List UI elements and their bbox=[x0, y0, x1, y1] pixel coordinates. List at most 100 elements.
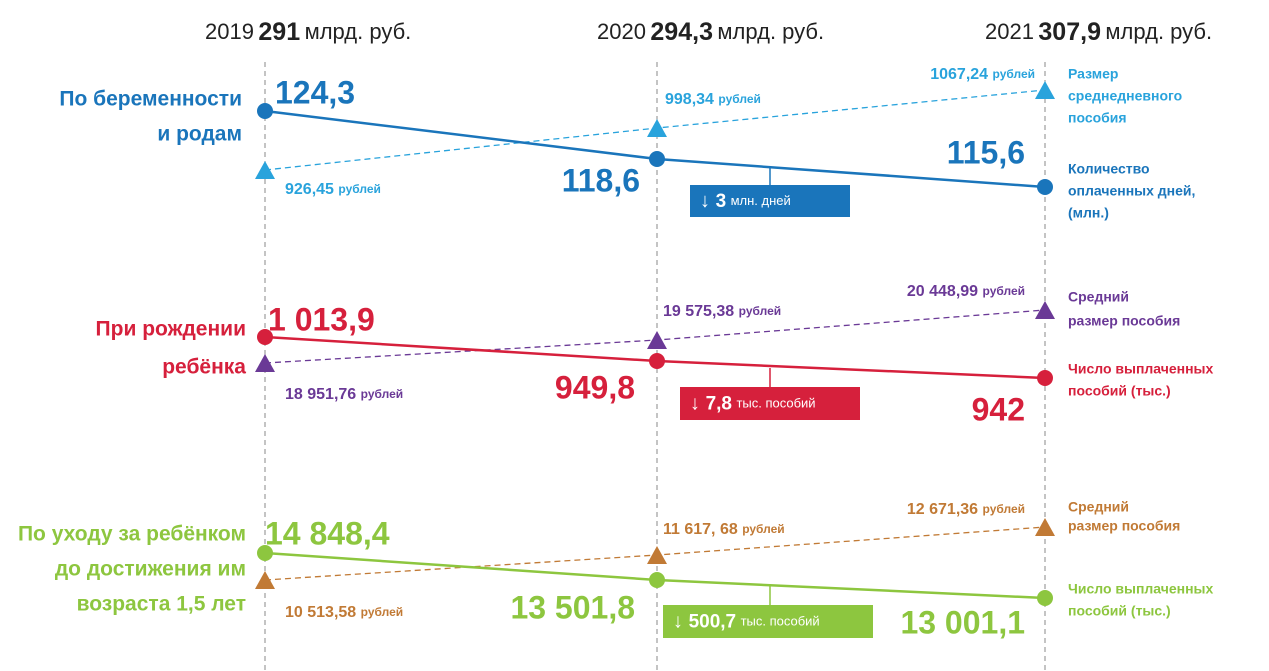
avg-label: 19 575,38 рублей bbox=[663, 303, 781, 320]
year-total: 2019 291 млрд. руб. bbox=[205, 18, 411, 46]
count-legend: Число выплаченных bbox=[1068, 361, 1214, 377]
count-line bbox=[264, 109, 1046, 189]
change-arrow: ↓ bbox=[673, 611, 689, 633]
avg-label-part: рублей bbox=[983, 284, 1025, 298]
year-total-part: 307,9 bbox=[1038, 18, 1101, 46]
avg-marker bbox=[647, 546, 667, 564]
section-title: По беременности bbox=[59, 88, 242, 111]
count-label: 1 013,9 bbox=[268, 301, 375, 337]
change-value: 3 bbox=[716, 191, 727, 212]
count-label: 115,6 bbox=[947, 134, 1025, 170]
change-unit: тыс. пособий bbox=[741, 614, 820, 629]
count-marker bbox=[1037, 179, 1053, 195]
avg-label-part: рублей bbox=[742, 522, 784, 536]
avg-legend: размер пособия bbox=[1068, 518, 1180, 534]
avg-label-part: рублей bbox=[718, 92, 760, 106]
avg-label-part: 998,34 bbox=[665, 91, 714, 108]
change-value: 7,8 bbox=[706, 394, 732, 415]
avg-label: 998,34 рублей bbox=[665, 91, 761, 108]
avg-legend: размер пособия bbox=[1068, 313, 1180, 329]
avg-label: 926,45 рублей bbox=[285, 181, 381, 198]
avg-label-part: рублей bbox=[361, 387, 403, 401]
avg-legend: Средний bbox=[1068, 499, 1129, 515]
change-unit: тыс. пособий bbox=[736, 396, 815, 411]
year-total-part: млрд. руб. bbox=[1105, 19, 1212, 44]
change-unit: млн. дней bbox=[731, 193, 791, 208]
avg-legend: Средний bbox=[1068, 289, 1129, 305]
count-label: 118,6 bbox=[562, 162, 640, 198]
avg-label-part: рублей bbox=[993, 67, 1035, 81]
avg-marker bbox=[255, 161, 275, 179]
avg-label: 10 513,58 рублей bbox=[285, 604, 403, 621]
avg-label-part: 20 448,99 bbox=[907, 283, 978, 300]
avg-legend: Размер bbox=[1068, 66, 1118, 82]
year-total-part: 2021 bbox=[985, 19, 1034, 44]
count-label: 14 848,4 bbox=[265, 515, 390, 551]
count-legend: Количество bbox=[1068, 161, 1150, 177]
count-label: 13 001,1 bbox=[900, 604, 1025, 640]
count-label: 13 501,8 bbox=[510, 589, 635, 625]
section-title: По уходу за ребёнком bbox=[18, 523, 246, 546]
change-label: ↓ 500,7 тыс. пособий bbox=[673, 611, 820, 633]
avg-label: 1067,24 рублей bbox=[930, 66, 1035, 83]
count-marker bbox=[1037, 590, 1053, 606]
avg-label-part: 12 671,36 bbox=[907, 501, 978, 518]
avg-label-part: рублей bbox=[338, 182, 380, 196]
avg-marker bbox=[1035, 81, 1055, 99]
section-title: При рождении bbox=[96, 318, 246, 341]
avg-marker bbox=[647, 331, 667, 349]
count-label: 124,3 bbox=[275, 74, 355, 110]
count-marker bbox=[649, 151, 665, 167]
count-marker bbox=[257, 329, 273, 345]
year-total-part: 291 bbox=[258, 18, 300, 46]
year-total-part: 2019 bbox=[205, 19, 254, 44]
avg-label-part: рублей bbox=[983, 502, 1025, 516]
count-label: 942 bbox=[972, 391, 1025, 427]
count-legend: Число выплаченных bbox=[1068, 581, 1214, 597]
year-total-part: 2020 bbox=[597, 19, 646, 44]
avg-legend: пособия bbox=[1068, 110, 1127, 126]
count-marker bbox=[649, 572, 665, 588]
count-legend: пособий (тыс.) bbox=[1068, 603, 1171, 619]
change-box bbox=[690, 185, 850, 217]
avg-label: 20 448,99 рублей bbox=[907, 283, 1025, 300]
section-title: ребёнка bbox=[162, 356, 246, 379]
change-arrow: ↓ bbox=[700, 190, 716, 212]
change-arrow: ↓ bbox=[690, 393, 706, 415]
count-marker bbox=[257, 545, 273, 561]
avg-label-part: 926,45 bbox=[285, 181, 334, 198]
avg-marker bbox=[1035, 518, 1055, 536]
avg-label-part: 19 575,38 bbox=[663, 303, 734, 320]
avg-label-part: 10 513,58 bbox=[285, 604, 356, 621]
count-marker bbox=[257, 103, 273, 119]
change-label: ↓ 3 млн. дней bbox=[700, 190, 791, 212]
year-total-part: млрд. руб. bbox=[717, 19, 824, 44]
count-marker bbox=[649, 353, 665, 369]
avg-marker bbox=[1035, 301, 1055, 319]
section-title: и родам bbox=[157, 123, 242, 146]
avg-label: 12 671,36 рублей bbox=[907, 501, 1025, 518]
avg-legend: среднедневного bbox=[1068, 88, 1182, 104]
change-box bbox=[663, 605, 873, 638]
year-total-part: 294,3 bbox=[650, 18, 713, 46]
avg-label-part: 11 617, 68 bbox=[663, 521, 738, 538]
avg-label-part: 1067,24 bbox=[930, 66, 988, 83]
count-legend: (млн.) bbox=[1068, 205, 1109, 221]
count-legend: пособий (тыс.) bbox=[1068, 383, 1171, 399]
avg-marker bbox=[647, 119, 667, 137]
avg-marker bbox=[255, 354, 275, 372]
avg-label-part: 18 951,76 bbox=[285, 386, 356, 403]
avg-marker bbox=[255, 571, 275, 589]
count-label: 949,8 bbox=[555, 369, 635, 405]
section-title: возраста 1,5 лет bbox=[77, 593, 246, 616]
year-total: 2020 294,3 млрд. руб. bbox=[597, 18, 824, 46]
change-label: ↓ 7,8 тыс. пособий bbox=[690, 393, 816, 415]
avg-label: 11 617, 68 рублей bbox=[663, 521, 785, 538]
year-total: 2021 307,9 млрд. руб. bbox=[985, 18, 1212, 46]
count-legend: оплаченных дней, bbox=[1068, 183, 1195, 199]
avg-label: 18 951,76 рублей bbox=[285, 386, 403, 403]
avg-label-part: рублей bbox=[361, 605, 403, 619]
change-box bbox=[680, 387, 860, 420]
change-value: 500,7 bbox=[689, 612, 737, 633]
